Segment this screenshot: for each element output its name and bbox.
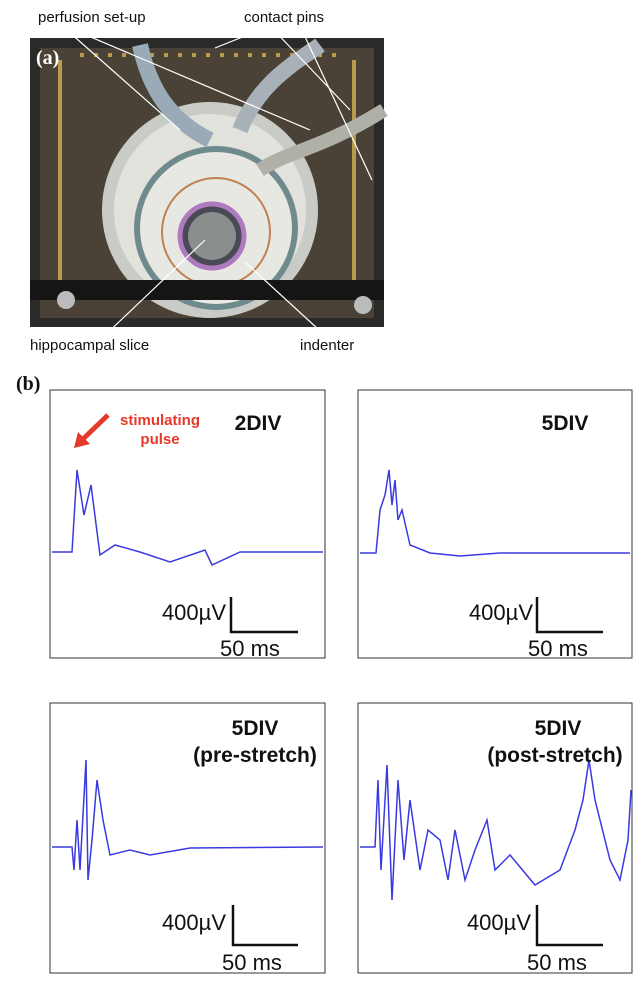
annotation: indenter — [300, 337, 354, 354]
plot: 5DIV (post-stretch) 400µV 50 ms — [357, 702, 633, 975]
panel-label: (a) — [36, 47, 59, 69]
annotation: hippocampal slice — [30, 337, 149, 354]
plot-title: 5DIV — [542, 412, 589, 435]
scale-label: 50 ms — [220, 636, 280, 661]
plot: stimulating pulse 2DIV 400µV 50 ms — [49, 389, 326, 661]
plot: 5DIV (pre-stretch) 400µV 50 ms — [49, 702, 326, 975]
plot-title: (post-stretch) — [487, 744, 622, 767]
annotation: perfusion set-up — [38, 9, 146, 26]
plot: 5DIV 400µV 50 ms — [357, 389, 633, 661]
annotation: stimulating — [120, 412, 200, 429]
annotation: contact pins — [244, 9, 324, 26]
scale-label: 50 ms — [528, 636, 588, 661]
scale-label: 400µV — [162, 600, 226, 625]
scale-label: 400µV — [162, 910, 226, 935]
panel-label: (b) — [16, 373, 40, 395]
scale-label: 50 ms — [222, 950, 282, 975]
plot-title: (pre-stretch) — [193, 744, 317, 767]
scale-label: 400µV — [469, 600, 533, 625]
scale-label: 400µV — [467, 910, 531, 935]
photo: (a) — [30, 23, 388, 341]
plot-title: 2DIV — [235, 412, 282, 435]
plot-title: 5DIV — [232, 717, 279, 740]
annotation: pulse — [140, 431, 179, 448]
scale-label: 50 ms — [527, 950, 587, 975]
plot-title: 5DIV — [535, 717, 582, 740]
